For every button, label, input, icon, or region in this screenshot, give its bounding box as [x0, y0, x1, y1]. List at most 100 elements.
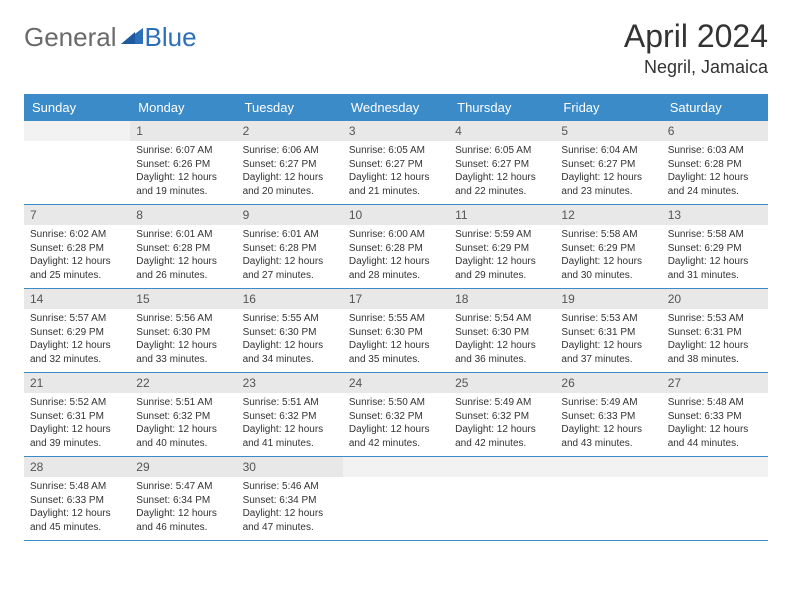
day-number: 24 — [343, 373, 449, 394]
day-line: Sunset: 6:32 PM — [136, 410, 230, 424]
location: Negril, Jamaica — [624, 57, 768, 78]
day-line: and 27 minutes. — [243, 269, 337, 283]
day-line: Sunset: 6:29 PM — [561, 242, 655, 256]
day-line: and 41 minutes. — [243, 437, 337, 451]
day-line: and 42 minutes. — [455, 437, 549, 451]
day-line: Sunrise: 6:06 AM — [243, 144, 337, 158]
day-line: and 36 minutes. — [455, 353, 549, 367]
day-number: 16 — [237, 289, 343, 310]
day-line: Daylight: 12 hours — [561, 255, 655, 269]
day-number — [24, 121, 130, 141]
day-line: Daylight: 12 hours — [349, 255, 443, 269]
day-content-row: Sunrise: 6:07 AMSunset: 6:26 PMDaylight:… — [24, 141, 768, 205]
day-number: 19 — [555, 289, 661, 310]
day-number: 27 — [662, 373, 768, 394]
day-number: 15 — [130, 289, 236, 310]
day-line: and 20 minutes. — [243, 185, 337, 199]
day-line: Sunset: 6:27 PM — [349, 158, 443, 172]
day-line: Sunset: 6:31 PM — [668, 326, 762, 340]
day-cell: Sunrise: 6:06 AMSunset: 6:27 PMDaylight:… — [237, 141, 343, 205]
day-line: and 24 minutes. — [668, 185, 762, 199]
day-line: and 23 minutes. — [561, 185, 655, 199]
day-line: Sunrise: 6:00 AM — [349, 228, 443, 242]
day-line: Daylight: 12 hours — [455, 339, 549, 353]
day-line: Daylight: 12 hours — [668, 339, 762, 353]
day-line: Sunset: 6:32 PM — [455, 410, 549, 424]
day-line: and 28 minutes. — [349, 269, 443, 283]
day-cell: Sunrise: 5:55 AMSunset: 6:30 PMDaylight:… — [343, 309, 449, 373]
day-header: Thursday — [449, 94, 555, 121]
day-content-row: Sunrise: 6:02 AMSunset: 6:28 PMDaylight:… — [24, 225, 768, 289]
day-line: Sunset: 6:31 PM — [561, 326, 655, 340]
day-line: Sunset: 6:31 PM — [30, 410, 124, 424]
day-number: 11 — [449, 205, 555, 226]
day-number: 5 — [555, 121, 661, 141]
day-header: Saturday — [662, 94, 768, 121]
logo: General Blue — [24, 22, 197, 53]
day-line: Sunset: 6:28 PM — [30, 242, 124, 256]
day-number: 13 — [662, 205, 768, 226]
day-line: and 31 minutes. — [668, 269, 762, 283]
day-line: Sunset: 6:30 PM — [243, 326, 337, 340]
day-line: and 45 minutes. — [30, 521, 124, 535]
day-line: and 32 minutes. — [30, 353, 124, 367]
day-line: Sunset: 6:33 PM — [30, 494, 124, 508]
day-line: and 37 minutes. — [561, 353, 655, 367]
day-line: Sunrise: 6:02 AM — [30, 228, 124, 242]
day-cell: Sunrise: 5:57 AMSunset: 6:29 PMDaylight:… — [24, 309, 130, 373]
day-number: 20 — [662, 289, 768, 310]
day-line: and 29 minutes. — [455, 269, 549, 283]
day-line: Daylight: 12 hours — [136, 423, 230, 437]
day-cell: Sunrise: 5:49 AMSunset: 6:32 PMDaylight:… — [449, 393, 555, 457]
day-header: Friday — [555, 94, 661, 121]
day-line: Sunrise: 5:51 AM — [243, 396, 337, 410]
day-cell: Sunrise: 5:46 AMSunset: 6:34 PMDaylight:… — [237, 477, 343, 541]
day-cell — [662, 477, 768, 541]
day-line: Sunrise: 5:53 AM — [561, 312, 655, 326]
day-line: Sunrise: 6:05 AM — [349, 144, 443, 158]
day-line: Sunset: 6:34 PM — [243, 494, 337, 508]
day-number — [662, 457, 768, 478]
day-number: 3 — [343, 121, 449, 141]
day-line: Sunrise: 6:03 AM — [668, 144, 762, 158]
day-number: 8 — [130, 205, 236, 226]
day-line: Daylight: 12 hours — [243, 255, 337, 269]
day-line: Daylight: 12 hours — [455, 423, 549, 437]
day-number: 14 — [24, 289, 130, 310]
day-number: 7 — [24, 205, 130, 226]
day-line: Daylight: 12 hours — [30, 339, 124, 353]
day-line: Sunset: 6:29 PM — [30, 326, 124, 340]
day-line: and 46 minutes. — [136, 521, 230, 535]
day-line: Sunset: 6:29 PM — [668, 242, 762, 256]
day-line: and 47 minutes. — [243, 521, 337, 535]
day-line: Daylight: 12 hours — [668, 423, 762, 437]
day-line: Daylight: 12 hours — [136, 339, 230, 353]
day-line: Daylight: 12 hours — [455, 171, 549, 185]
day-line: Sunrise: 6:04 AM — [561, 144, 655, 158]
day-number-row: 78910111213 — [24, 205, 768, 226]
page-header: General Blue April 2024 Negril, Jamaica — [24, 18, 768, 78]
day-line: Sunset: 6:28 PM — [349, 242, 443, 256]
day-number: 23 — [237, 373, 343, 394]
day-number-row: 123456 — [24, 121, 768, 141]
day-line: Sunset: 6:27 PM — [561, 158, 655, 172]
day-cell: Sunrise: 5:49 AMSunset: 6:33 PMDaylight:… — [555, 393, 661, 457]
day-number: 12 — [555, 205, 661, 226]
day-cell: Sunrise: 6:00 AMSunset: 6:28 PMDaylight:… — [343, 225, 449, 289]
day-cell: Sunrise: 5:59 AMSunset: 6:29 PMDaylight:… — [449, 225, 555, 289]
day-line: Sunset: 6:28 PM — [668, 158, 762, 172]
day-cell: Sunrise: 6:01 AMSunset: 6:28 PMDaylight:… — [237, 225, 343, 289]
day-number-row: 14151617181920 — [24, 289, 768, 310]
day-line: Daylight: 12 hours — [136, 171, 230, 185]
calendar-table: Sunday Monday Tuesday Wednesday Thursday… — [24, 94, 768, 541]
day-number: 30 — [237, 457, 343, 478]
day-line: and 26 minutes. — [136, 269, 230, 283]
day-line: Daylight: 12 hours — [136, 255, 230, 269]
day-line: and 40 minutes. — [136, 437, 230, 451]
day-header: Wednesday — [343, 94, 449, 121]
day-line: Sunrise: 5:58 AM — [668, 228, 762, 242]
day-content-row: Sunrise: 5:57 AMSunset: 6:29 PMDaylight:… — [24, 309, 768, 373]
day-cell: Sunrise: 6:05 AMSunset: 6:27 PMDaylight:… — [343, 141, 449, 205]
day-header: Tuesday — [237, 94, 343, 121]
day-number: 26 — [555, 373, 661, 394]
